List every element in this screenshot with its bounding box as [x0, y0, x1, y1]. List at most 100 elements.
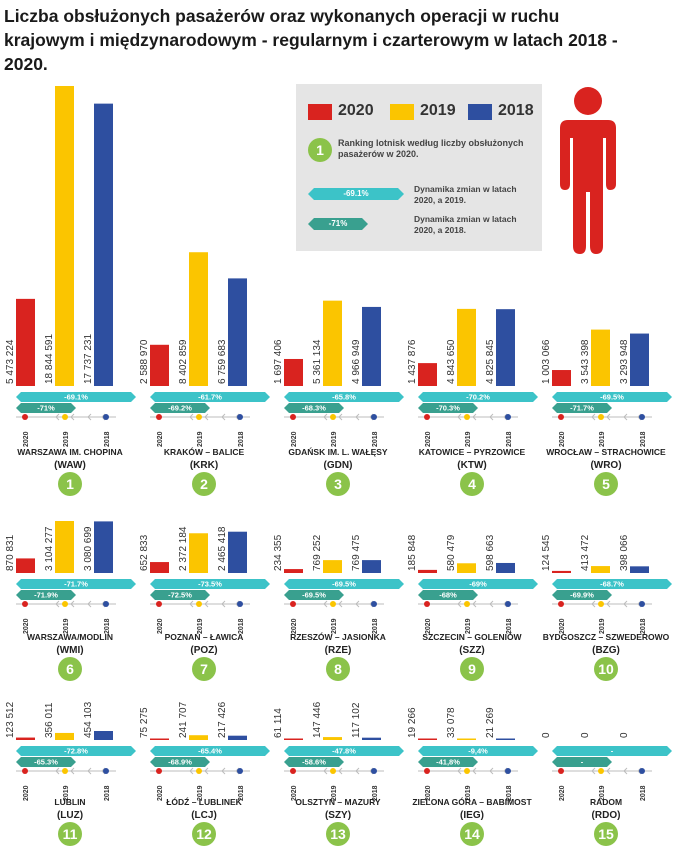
bar-2020 — [16, 737, 35, 740]
timeline-year-label: 2018 — [372, 785, 379, 801]
airport-code: (SZY) — [325, 810, 351, 821]
change-vs-2018-arrow: -71% — [16, 403, 76, 413]
bar-2019 — [323, 300, 342, 386]
bar-2018 — [228, 278, 247, 386]
timeline-year-label: 2020 — [157, 785, 164, 801]
timeline-dot-2020 — [424, 601, 430, 607]
rank-number: 7 — [200, 661, 208, 677]
change-vs-2018-arrow: -69.9% — [552, 590, 612, 600]
change-vs-2019-arrow-label: -61.7% — [198, 393, 222, 402]
airport-name: ZIELONA GÓRA – BABIMOST — [412, 796, 532, 807]
timeline-year-label: 2020 — [291, 785, 298, 801]
value-label: 3 293 948 — [619, 339, 630, 384]
value-label: 3 104 277 — [44, 526, 55, 571]
value-label: 18 844 591 — [44, 334, 55, 384]
timeline-dot-2020 — [558, 768, 564, 774]
bar-2018 — [362, 306, 381, 386]
chevron-left-icon — [221, 767, 226, 775]
change-vs-2018-arrow: -58.6% — [284, 757, 344, 767]
value-label: 3 080 699 — [83, 526, 94, 571]
timeline-dot-2018 — [505, 601, 511, 607]
change-vs-2018-arrow: -68.9% — [150, 757, 210, 767]
timeline-dot-2019 — [598, 414, 604, 420]
change-vs-2018-arrow-label: -41,8% — [436, 758, 460, 767]
bar-2018 — [228, 735, 247, 740]
bar-2020 — [150, 562, 169, 573]
value-label: 2 588 970 — [139, 339, 150, 384]
bar-2019 — [189, 533, 208, 573]
timeline-year-label: 2020 — [23, 618, 30, 634]
airport-code: (RDO) — [592, 810, 621, 821]
chevron-left-icon — [623, 600, 628, 608]
value-label: 33 078 — [446, 707, 457, 738]
rank-badge — [594, 657, 618, 681]
airport-code: (SZZ) — [459, 645, 485, 656]
bar-2020 — [150, 344, 169, 386]
change-vs-2019-arrow: -69.5% — [552, 392, 672, 402]
change-vs-2019-arrow-label: -69% — [469, 580, 487, 589]
bar-2020 — [552, 370, 571, 386]
timeline-year-label: 2020 — [157, 431, 164, 447]
timeline-year-label: 2019 — [331, 785, 338, 801]
airport-name: POZNAŃ – ŁAWICA — [165, 632, 244, 642]
legend-box: 2020 2019 2018 1 Ranking lotnisk według … — [296, 84, 542, 251]
rank-number: 1 — [66, 476, 74, 492]
rank-number: 6 — [66, 661, 74, 677]
change-vs-2019-arrow-label: -69.5% — [332, 580, 356, 589]
chevron-left-icon — [338, 413, 343, 421]
airport-name: WARSZAWA/MODLIN — [27, 632, 113, 642]
value-label: 769 475 — [351, 534, 362, 571]
rank-number: 9 — [468, 661, 476, 677]
timeline-year-label: 2020 — [559, 431, 566, 447]
chevron-left-icon — [472, 767, 477, 775]
bar-2020 — [284, 738, 303, 740]
chevron-left-icon — [221, 413, 226, 421]
change-vs-2018-arrow-label: - — [581, 758, 584, 767]
change-vs-2019-arrow-label: -68.7% — [600, 580, 624, 589]
legend-rank-badge: 1 — [308, 138, 332, 162]
bar-2019 — [323, 737, 342, 740]
panel-szy: 61 114 147 446 117 102 2020 2019 2018OLSZTYN … — [273, 701, 384, 846]
change-vs-2019-arrow: -69.1% — [16, 392, 136, 402]
chevron-left-icon — [87, 413, 92, 421]
timeline-year-label: 2020 — [291, 618, 298, 634]
value-label: 0 — [580, 732, 591, 738]
change-vs-2019-arrow: -65.8% — [284, 392, 404, 402]
change-vs-2018-arrow: -69.2% — [150, 403, 210, 413]
value-label: 217 426 — [217, 701, 228, 738]
chevron-left-icon — [323, 767, 328, 775]
airport-code: (BZG) — [592, 645, 620, 656]
airport-name: KATOWICE – PYRZOWICE — [419, 447, 526, 457]
timeline-year-label: 2019 — [331, 618, 338, 634]
rank-badge — [326, 472, 350, 496]
airport-code: (POZ) — [190, 645, 217, 656]
value-label: 652 833 — [139, 534, 150, 571]
bar-2019 — [323, 560, 342, 573]
airport-name: WROCŁAW – STRACHOWICE — [546, 447, 666, 457]
value-label: 4 843 650 — [446, 339, 457, 384]
timeline-dot-2018 — [505, 414, 511, 420]
chevron-left-icon — [204, 767, 209, 775]
change-vs-2019-arrow: -72.8% — [16, 746, 136, 756]
bar-2020 — [418, 363, 437, 386]
timeline-dot-2019 — [464, 768, 470, 774]
change-vs-2019-arrow: -68.7% — [552, 579, 672, 589]
timeline-dot-2020 — [22, 768, 28, 774]
chevron-left-icon — [355, 413, 360, 421]
chevron-left-icon — [189, 413, 194, 421]
value-label: 4 825 845 — [485, 339, 496, 384]
change-vs-2019-arrow-label: -72.8% — [64, 747, 88, 756]
timeline-dot-2019 — [62, 414, 68, 420]
timeline-dot-2018 — [103, 414, 109, 420]
chevron-left-icon — [623, 413, 628, 421]
timeline-year-label: 2020 — [559, 618, 566, 634]
rank-number: 15 — [598, 826, 614, 842]
timeline-dot-2018 — [371, 601, 377, 607]
airport-code: (LCJ) — [191, 810, 217, 821]
value-label: 0 — [541, 732, 552, 738]
timeline-year-label: 2018 — [238, 785, 245, 801]
timeline-dot-2020 — [424, 414, 430, 420]
timeline-year-label: 2020 — [157, 618, 164, 634]
airport-code: (RZE) — [325, 645, 352, 656]
timeline-year-label: 2018 — [372, 618, 379, 634]
